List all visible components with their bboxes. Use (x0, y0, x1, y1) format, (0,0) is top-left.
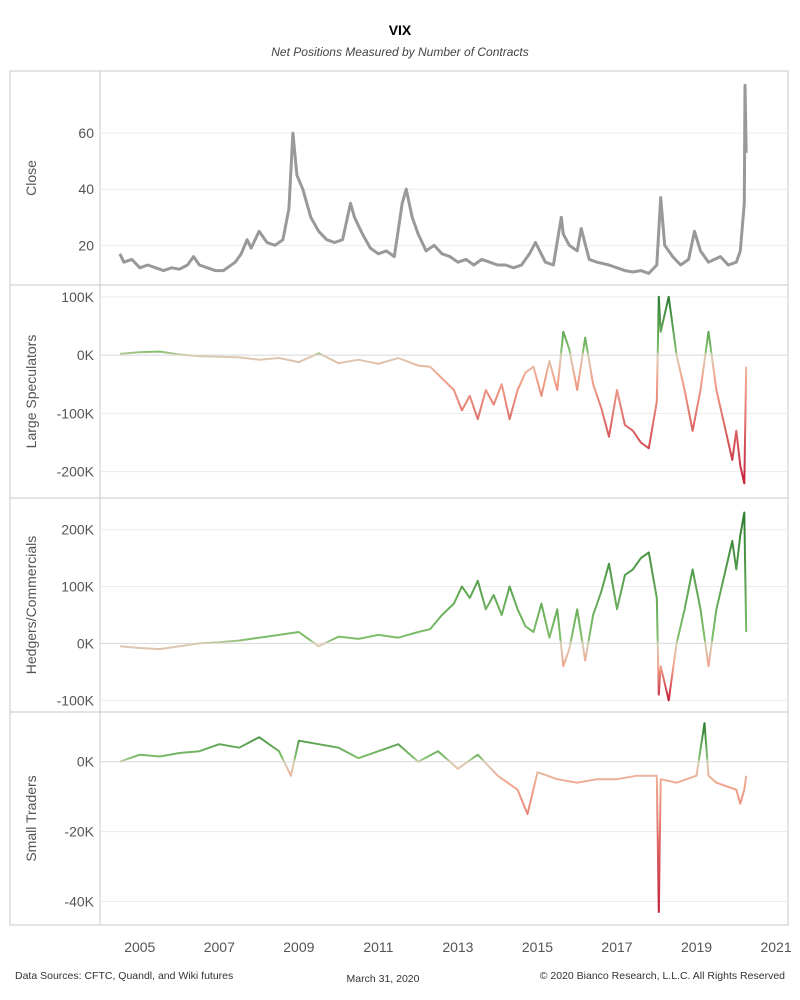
series-line-hedgers-commercials (119, 511, 748, 702)
panel-frame (9, 711, 789, 926)
y-axis-label: Close (23, 160, 39, 196)
y-tick-label: -40K (64, 894, 94, 910)
x-axis: 2005 2007 2009 2011 2013 2015 2017 2019 2021 (124, 939, 792, 955)
y-axis-label: Large Speculators (23, 335, 39, 449)
panels: 20 40 60 Close -200K -100K 0K 100K Large Specula… (9, 70, 789, 926)
footer-copyright: © 2020 Bianco Research, L.L.C. All Right… (540, 970, 785, 982)
series-line-close (118, 83, 748, 275)
x-tick-label: 2011 (363, 939, 393, 955)
y-tick-label: -100K (57, 405, 95, 421)
series-line-small-traders (119, 722, 748, 913)
y-tick-label: 0K (77, 635, 95, 651)
y-tick-label: 0K (77, 347, 95, 363)
chart-subtitle: Net Positions Measured by Number of Cont… (271, 45, 528, 59)
y-tick-label: 100K (61, 579, 94, 595)
x-tick-label: 2009 (283, 939, 314, 955)
y-tick-label: 60 (78, 125, 94, 141)
y-tick-label: -100K (57, 692, 95, 708)
y-tick-label: 20 (78, 237, 94, 253)
y-tick-label: 40 (78, 181, 94, 197)
x-tick-label: 2017 (601, 939, 632, 955)
series-line-large-speculators (119, 295, 748, 485)
y-tick-label: 100K (61, 289, 94, 305)
x-tick-label: 2021 (760, 939, 791, 955)
x-tick-label: 2015 (522, 939, 553, 955)
x-tick-label: 2007 (204, 939, 235, 955)
y-tick-label: -20K (64, 824, 94, 840)
x-tick-label: 2013 (442, 939, 473, 955)
y-tick-label: -200K (57, 464, 95, 480)
y-axis-label: Hedgers/Commercials (23, 536, 39, 674)
panel-hedgers-commercials: -100K 0K 100K 200K Hedgers/Commercials (9, 497, 789, 713)
y-tick-label: 0K (77, 754, 95, 770)
chart-title: VIX (389, 22, 412, 38)
x-tick-label: 2005 (124, 939, 155, 955)
y-tick-label: 200K (61, 522, 94, 538)
footer-sources: Data Sources: CFTC, Quandl, and Wiki fut… (15, 970, 233, 982)
panel-close: 20 40 60 Close (9, 70, 789, 286)
y-axis-label: Small Traders (23, 775, 39, 861)
panel-small-traders: -40K -20K 0K Small Traders (9, 711, 789, 926)
x-tick-label: 2019 (681, 939, 712, 955)
footer-date: March 31, 2020 (347, 973, 420, 985)
panel-large-speculators: -200K -100K 0K 100K Large Speculators (9, 284, 789, 499)
